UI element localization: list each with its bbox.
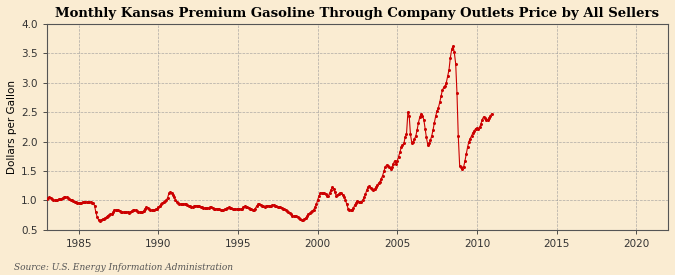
Text: Source: U.S. Energy Information Administration: Source: U.S. Energy Information Administ… [14, 263, 232, 272]
Title: Monthly Kansas Premium Gasoline Through Company Outlets Price by All Sellers: Monthly Kansas Premium Gasoline Through … [55, 7, 659, 20]
Y-axis label: Dollars per Gallon: Dollars per Gallon [7, 80, 17, 174]
